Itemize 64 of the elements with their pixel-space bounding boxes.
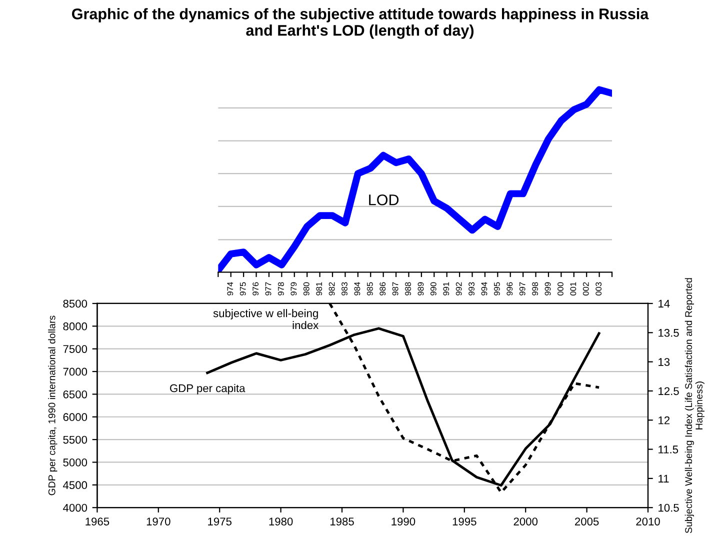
y-tick-label: 4500 xyxy=(63,481,88,490)
x-tick-label: 998 xyxy=(532,282,538,296)
x-tick-label: 992 xyxy=(456,282,462,296)
y2-tick-label: 12 xyxy=(658,416,670,424)
x-tick-label: 980 xyxy=(303,282,310,296)
y-tick-label: 6500 xyxy=(63,390,88,398)
y-tick-label: 8000 xyxy=(63,322,88,330)
x-tick-label: 983 xyxy=(342,282,348,296)
x-tick-label: 002 xyxy=(582,282,589,296)
x-tick-label: 987 xyxy=(392,282,398,296)
x-tick-label: 994 xyxy=(481,282,488,296)
x-tick-label: 1975 xyxy=(208,518,232,526)
y2-tick-label: 11 xyxy=(658,474,669,482)
x-tick-label: 986 xyxy=(380,282,386,296)
x-tick-label: 996 xyxy=(506,282,513,296)
x-tick-label: 993 xyxy=(468,282,474,296)
y-tick-label: 7500 xyxy=(63,345,88,353)
y-tick-label: 5000 xyxy=(63,458,88,466)
x-tick-label: 988 xyxy=(405,282,411,296)
x-tick-label: 000 xyxy=(558,282,564,296)
x-tick-label: 1965 xyxy=(86,518,110,526)
y-axis-title: GDP per capita, 1990 international dollars xyxy=(48,316,58,496)
y2-tick-label: 14 xyxy=(658,300,670,308)
x-tick-label: 981 xyxy=(316,282,322,296)
x-tick-label: 979 xyxy=(290,282,297,296)
x-tick-label: 997 xyxy=(519,282,526,296)
x-tick-label: 982 xyxy=(328,282,335,296)
y2-tick-label: 13 xyxy=(658,358,670,366)
x-tick-label: 001 xyxy=(570,282,576,296)
y-tick-label: 8500 xyxy=(63,300,88,308)
x-tick-label: 977 xyxy=(265,282,272,296)
x-tick-label: 975 xyxy=(240,282,246,296)
y-tick-label: 6000 xyxy=(63,413,88,422)
x-tick-label: 976 xyxy=(252,282,259,296)
y-tick-label: 5500 xyxy=(63,436,88,444)
y2-tick-label: 13.5 xyxy=(658,328,679,337)
x-tick-label: 995 xyxy=(494,282,500,296)
x-tick-label: 2000 xyxy=(514,518,538,526)
series-label: subjective w ell-being index xyxy=(213,309,319,330)
x-tick-label: 999 xyxy=(544,282,551,296)
x-tick-label: 990 xyxy=(430,282,436,296)
x-tick-label: 991 xyxy=(443,282,450,296)
x-tick-label: 974 xyxy=(227,282,234,296)
y2-axis-title: Subjective Well-being Index (Life Satisfaction and Reported Happiness) xyxy=(684,278,704,534)
x-tick-label: 1970 xyxy=(146,518,170,526)
series-label: LOD xyxy=(369,194,399,206)
y2-tick-label: 10.5 xyxy=(658,504,679,512)
x-tick-label: 1995 xyxy=(452,518,476,526)
x-tick-label: 2010 xyxy=(636,518,660,526)
y2-tick-label: 11.5 xyxy=(658,446,678,454)
x-tick-label: 978 xyxy=(278,282,284,296)
y2-tick-label: 12.5 xyxy=(658,387,679,396)
chart-title: Graphic of the dynamics of the subjective attitude towards happiness in Russia and Earht's LOD (length of day) xyxy=(72,8,649,39)
series-label: GDP per capita xyxy=(170,384,246,394)
x-tick-label: 989 xyxy=(418,282,424,296)
x-tick-label: 1990 xyxy=(392,518,416,526)
x-tick-label: 984 xyxy=(354,282,360,296)
y-tick-label: 4000 xyxy=(63,504,88,512)
x-tick-label: 2005 xyxy=(575,518,599,526)
x-tick-label: 1985 xyxy=(330,518,354,526)
x-tick-label: 003 xyxy=(596,282,602,296)
x-tick-label: 1980 xyxy=(269,518,293,526)
x-tick-label: 985 xyxy=(366,282,373,296)
y-tick-label: 7000 xyxy=(63,368,88,376)
